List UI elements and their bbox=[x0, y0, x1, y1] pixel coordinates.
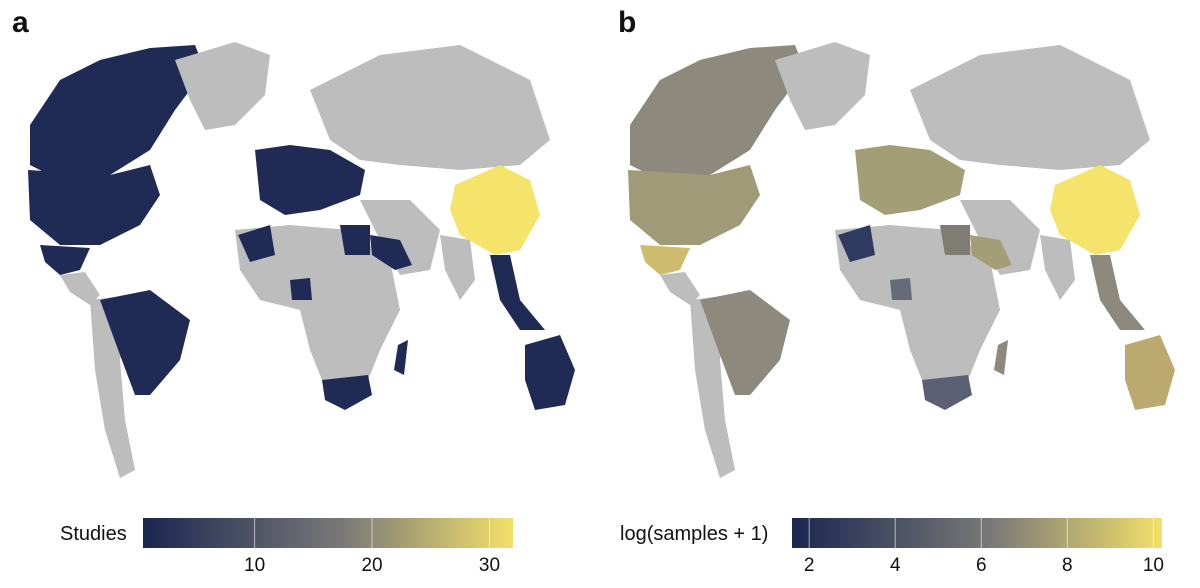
region-australia bbox=[525, 335, 575, 410]
world-map-studies bbox=[28, 42, 575, 548]
region-south-africa bbox=[322, 375, 372, 410]
legend-title: log(samples + 1) bbox=[620, 523, 769, 545]
colorbar-tick-label: 6 bbox=[976, 555, 987, 576]
region-north-america-north bbox=[630, 45, 805, 180]
panel-a: a bbox=[12, 6, 575, 576]
region-se-asia bbox=[1090, 255, 1145, 330]
region-brazil bbox=[100, 290, 190, 395]
region-north-africa-west bbox=[838, 225, 875, 262]
region-south-africa bbox=[922, 375, 972, 410]
colorbar bbox=[792, 518, 1162, 548]
panel-b: b bbox=[600, 0, 1200, 588]
region-middle-east bbox=[360, 200, 440, 275]
colorbar bbox=[143, 518, 513, 548]
region-russia bbox=[910, 45, 1150, 170]
colorbar-tick-label: 20 bbox=[361, 555, 383, 576]
region-central-america bbox=[60, 272, 100, 305]
region-middle-east bbox=[960, 200, 1040, 275]
colorbar-tick-label: 8 bbox=[1062, 555, 1073, 576]
map-shapes bbox=[628, 42, 1175, 478]
region-brazil bbox=[700, 290, 790, 395]
region-china bbox=[1050, 165, 1140, 255]
colorbar-tick-label: 10 bbox=[1142, 555, 1164, 576]
region-arabia bbox=[370, 235, 412, 270]
region-europe bbox=[855, 145, 965, 215]
panel-letter: a bbox=[12, 6, 29, 39]
region-greenland bbox=[175, 42, 270, 130]
region-egypt bbox=[940, 225, 970, 255]
region-nigeria bbox=[890, 278, 912, 300]
region-south-america-west bbox=[90, 295, 135, 478]
region-se-asia bbox=[490, 255, 545, 330]
world-map-samples bbox=[628, 42, 1175, 548]
region-india bbox=[440, 235, 475, 300]
region-madagascar bbox=[394, 340, 408, 375]
region-north-africa-west bbox=[238, 225, 275, 262]
legend-title: Studies bbox=[60, 523, 127, 545]
colorbar-tick-label: 30 bbox=[478, 555, 501, 576]
region-usa bbox=[628, 165, 760, 245]
panel-letter: b bbox=[618, 6, 637, 39]
colorbar-ticks bbox=[254, 518, 491, 548]
colorbar-ticks bbox=[808, 518, 1154, 548]
region-nigeria bbox=[290, 278, 312, 300]
colorbar-tick-label: 4 bbox=[889, 555, 901, 576]
region-africa bbox=[835, 225, 1000, 400]
region-africa bbox=[235, 225, 400, 400]
region-madagascar bbox=[994, 340, 1008, 375]
region-usa bbox=[28, 165, 160, 245]
colorbar-tick-label: 2 bbox=[803, 555, 815, 576]
region-greenland bbox=[775, 42, 870, 130]
region-china bbox=[450, 165, 540, 255]
region-europe bbox=[255, 145, 365, 215]
region-australia bbox=[1125, 335, 1175, 410]
region-north-america-north bbox=[30, 45, 205, 180]
region-egypt bbox=[340, 225, 370, 255]
region-mexico bbox=[40, 245, 90, 275]
region-arabia bbox=[970, 235, 1012, 270]
map-shapes bbox=[28, 42, 575, 478]
region-india bbox=[1040, 235, 1075, 300]
colorbar-tick-label: 10 bbox=[244, 555, 266, 576]
region-russia bbox=[310, 45, 550, 170]
region-south-america-west bbox=[690, 295, 735, 478]
region-central-america bbox=[660, 272, 700, 305]
region-mexico bbox=[640, 245, 690, 275]
